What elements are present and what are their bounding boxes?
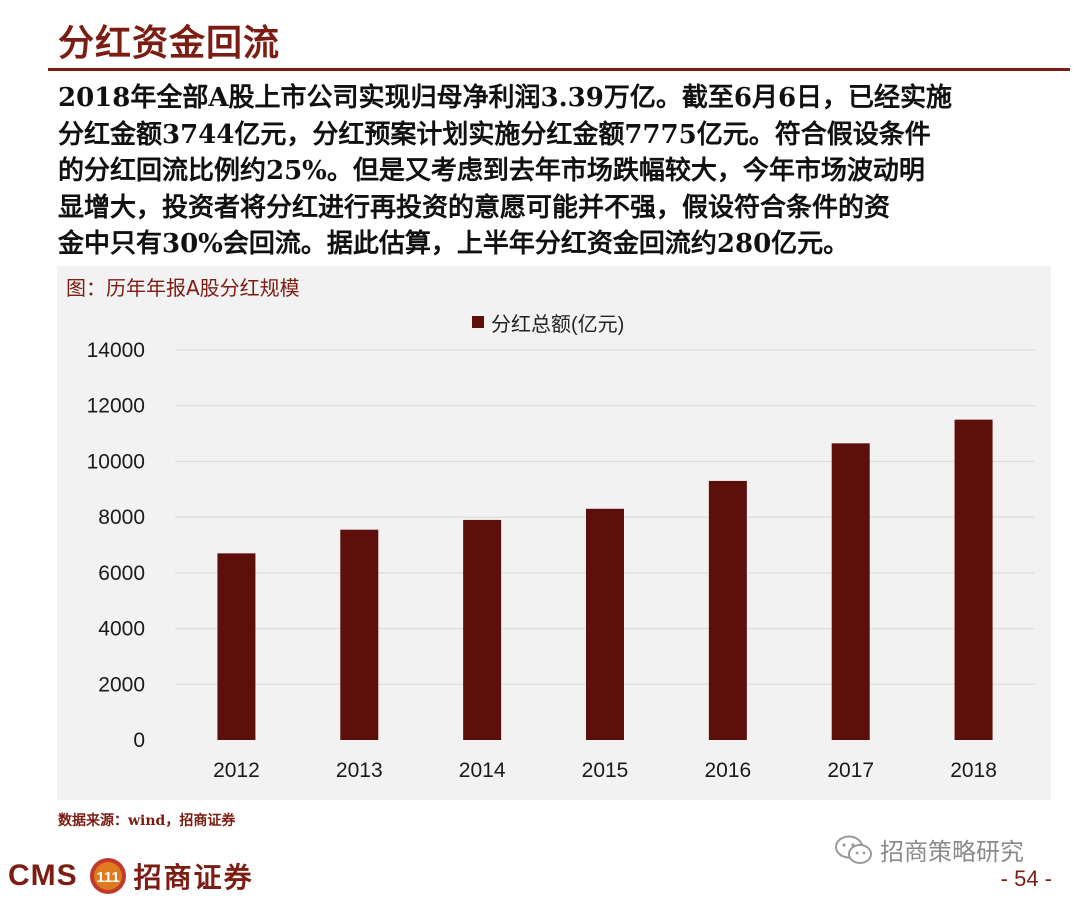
brand-footer: CMS 111 招商证券 [8,854,254,898]
x-tick-label: 2012 [213,759,260,782]
bar-2017 [831,443,870,740]
brand-name: 招商证券 [133,861,254,894]
y-tick-label: 6000 [98,562,145,585]
page-title: 分红资金回流 [58,22,281,64]
x-tick-label: 2018 [950,759,997,782]
wechat-icon [835,835,872,864]
watermark-text: 招商策略研究 [880,838,1024,866]
y-axis-ticks: 0 2000 4000 6000 8000 10000 12000 14000 [87,339,145,752]
cms-logo-icon: 111 [89,858,126,894]
bar-2015 [586,508,624,740]
cms-logo-text: 111 [96,869,119,886]
x-tick-label: 2017 [827,759,874,782]
bar-2012 [217,553,256,740]
x-tick-label: 2013 [336,759,383,782]
y-tick-label: 2000 [98,673,145,696]
brand-cms-text: CMS [8,859,78,892]
bar-2013 [340,529,379,740]
title-divider [48,68,1070,71]
x-tick-label: 2014 [459,759,506,782]
y-tick-label: 14000 [87,339,145,362]
bars [217,419,993,740]
y-tick-label: 8000 [98,506,145,529]
body-line: 的分红回流比例约25%。但是又考虑到去年市场跌幅较大，今年市场波动明 [58,156,925,186]
y-tick-label: 12000 [87,395,145,418]
chart-caption: 图：历年年报A股分红规模 [66,276,300,300]
source-note: 数据来源：wind，招商证券 [58,813,236,829]
y-tick-label: 0 [133,729,145,752]
bar-2016 [708,480,747,740]
x-axis-ticks: 2012 2013 2014 2015 2016 2017 2018 [213,759,997,782]
body-line: 显增大，投资者将分红进行再投资的意愿可能并不强，假设符合条件的资 [58,192,891,223]
body-line: 2018年全部A股上市公司实现归母净利润3.39万亿。截至6月6日，已经实施 [58,83,953,113]
legend: 分红总额(亿元) [472,313,624,336]
wechat-watermark: 招商策略研究 [834,832,1024,867]
y-tick-label: 4000 [98,618,145,641]
body-text: 2018年全部A股上市公司实现归母净利润3.39万亿。截至6月6日，已经实施 分… [58,80,1068,263]
legend-swatch [472,316,484,328]
x-tick-label: 2015 [582,759,629,782]
body-line: 金中只有30%会回流。据此估算，上半年分红资金回流约280亿元。 [58,229,850,259]
legend-label: 分红总额(亿元) [491,313,624,336]
x-tick-label: 2016 [704,759,751,782]
y-tick-label: 10000 [87,450,145,473]
page-number: - 54 - [1000,866,1052,891]
bar-2014 [463,519,502,740]
body-line: 分红金额3744亿元，分红预案计划实施分红金额7775亿元。符合假设条件 [58,119,931,150]
bar-2018 [954,419,993,740]
